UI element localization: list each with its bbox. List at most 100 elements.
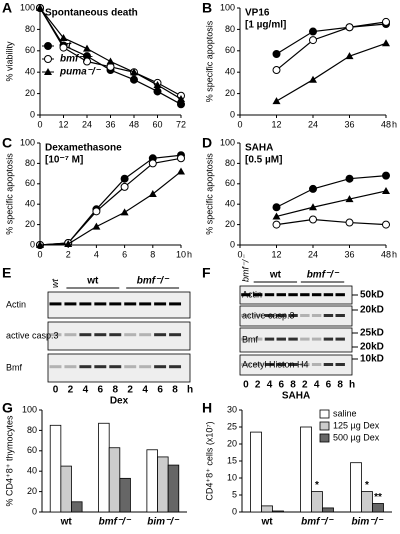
lane-label: 2 (255, 380, 261, 391)
x-tick-label: bim⁻/⁻ (351, 517, 384, 528)
blot-band (300, 363, 310, 366)
series-line (276, 175, 387, 208)
bar (108, 447, 121, 513)
blot-band (139, 365, 152, 369)
row-label: Actin (242, 289, 262, 299)
y-tick-label: 100 (220, 137, 235, 147)
bar (361, 491, 373, 513)
bar (372, 503, 384, 513)
marker (272, 50, 281, 59)
blot-band (252, 337, 263, 341)
blot-band (64, 365, 77, 369)
blot-band (241, 314, 251, 317)
y-tick-label: 20 (27, 486, 37, 496)
chart-title: Spontaneous death (45, 8, 138, 19)
bar (350, 462, 362, 513)
lane-label: 6 (278, 380, 284, 391)
blot-band (124, 365, 137, 369)
x-tick-label: 6 (122, 249, 127, 259)
y-tick-label: 80 (25, 24, 35, 34)
legend-label: 125 µg Dex (333, 420, 380, 430)
x-tick-label: 48 (381, 119, 391, 129)
y-tick-label: 30 (227, 404, 237, 414)
y-tick-label: 60 (225, 45, 235, 55)
y-tick-label: 40 (25, 199, 35, 209)
bar (311, 491, 323, 513)
annotation: * (365, 480, 369, 491)
blot-band (323, 314, 334, 317)
row-label: Bmf (6, 362, 23, 372)
blot-band (94, 365, 107, 369)
marker (83, 44, 91, 52)
x-tick-label: 8 (150, 249, 155, 259)
y-tick-label: 60 (25, 45, 35, 55)
legend-label: saline (333, 408, 357, 418)
legend-marker (44, 68, 52, 75)
legend-label: puma⁻/⁻ (59, 67, 102, 78)
blot-strip (47, 353, 191, 383)
y-tick-label: 40 (225, 67, 235, 77)
y-tick-label: 0 (32, 506, 37, 516)
lane-label: 2 (302, 380, 308, 391)
x-tick-label: wt (260, 517, 273, 528)
bar (300, 426, 312, 513)
row-label: active casp.3 (6, 330, 59, 340)
marker (345, 23, 354, 32)
y-tick-label: 100 (220, 2, 235, 12)
y-tick-label: 80 (27, 425, 37, 435)
side-label: bmf⁻/⁻ (240, 254, 250, 282)
series-line (276, 21, 387, 71)
x-tick-label: bmf⁻/⁻ (301, 517, 334, 528)
blot-band (241, 337, 251, 341)
x-axis-label: Dex (110, 396, 129, 407)
marker (36, 241, 44, 248)
blot-band (276, 363, 286, 366)
y-tick-label: 20 (25, 219, 35, 229)
x-tick-label: 48 (129, 119, 139, 129)
bar (98, 422, 110, 513)
x-tick-label: 0 (37, 119, 42, 129)
x-tick-label: 36 (344, 249, 354, 259)
marker (272, 66, 281, 75)
marker (177, 167, 185, 175)
blot-band (169, 333, 182, 337)
group-label: wt (86, 276, 99, 287)
size-marker: 50kD (360, 290, 384, 301)
bar (167, 464, 180, 513)
blot-band (154, 333, 167, 337)
y-axis-label: % specific apoptosis (204, 20, 214, 102)
blot-band (264, 314, 275, 317)
panel-letter: C (2, 135, 12, 151)
blot-band (264, 337, 275, 341)
x-tick-label: wt (60, 517, 73, 528)
x-tick-label: bim⁻/⁻ (147, 517, 180, 528)
blot-band (323, 363, 334, 366)
blot-band (109, 333, 122, 337)
blot-band (311, 363, 322, 366)
series-line (39, 171, 182, 246)
y-tick-label: 100 (20, 2, 35, 12)
size-marker: 10kD (360, 354, 384, 365)
x-tick-label: 60 (152, 119, 162, 129)
marker (272, 203, 281, 212)
bar (157, 456, 169, 513)
blot-band (300, 293, 310, 297)
blot-band (288, 363, 298, 366)
marker (59, 33, 68, 41)
y-tick-label: 20 (25, 88, 35, 98)
size-marker: 20kD (360, 342, 384, 353)
bar (322, 507, 334, 513)
row-label: Bmf (242, 334, 259, 344)
lane-label: 4 (83, 385, 89, 396)
marker (36, 4, 44, 11)
marker (153, 81, 162, 89)
marker (382, 171, 390, 180)
legend-label: bmf⁻/⁻ (60, 54, 93, 65)
panel-letter: G (2, 400, 13, 416)
series-line (276, 190, 387, 218)
blot-band (252, 314, 263, 317)
x-tick-label: 36 (344, 119, 354, 129)
marker (64, 239, 73, 247)
y-tick-label: 0 (230, 109, 235, 119)
lane-label: h (187, 385, 193, 396)
